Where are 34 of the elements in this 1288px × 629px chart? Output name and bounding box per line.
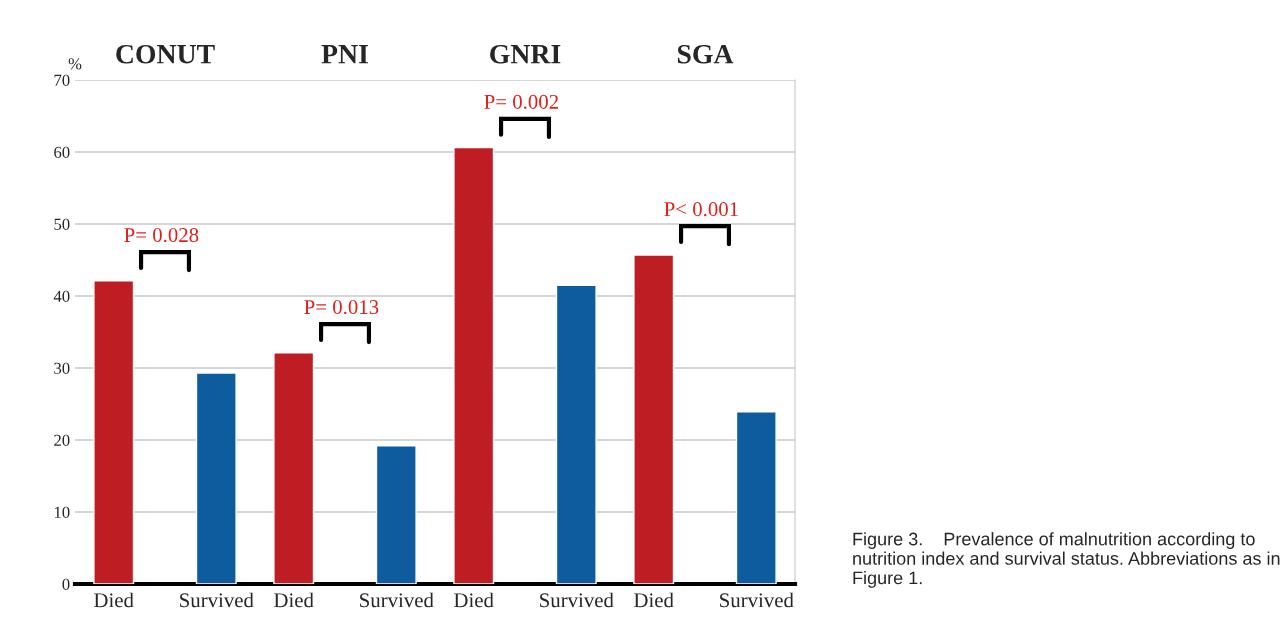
x-tick-label: GNRI [490, 44, 561, 64]
y-tick-label: 30 [54, 362, 70, 374]
y-tick-label: 20 [54, 434, 70, 446]
text: Survived [720, 592, 794, 608]
y-tick-label: 50 [54, 218, 70, 230]
x-tick-label: SGA [677, 44, 734, 64]
annotation: P= 0.002 [484, 94, 558, 109]
annotation: P< 0.001 [664, 202, 738, 217]
annotation: P= 0.013 [304, 300, 379, 315]
text: Survived [540, 592, 614, 608]
text: Died [634, 592, 674, 608]
x-tick-label: CONUT [116, 44, 215, 64]
text: Died [454, 592, 494, 608]
x-tick-label: PNI [321, 45, 368, 64]
bar [273, 352, 315, 584]
text: Survived [360, 592, 434, 608]
y-tick-label: 60 [54, 146, 70, 158]
series-label: Died [94, 592, 134, 608]
y-tick-label: 70 [54, 74, 70, 86]
caption: Figure 3. Prevalence of malnutrition according to nutrition index and survival status. Abbreviations as in Figure 1. [853, 532, 1280, 588]
y-axis-title: % [68, 58, 82, 70]
bar [375, 445, 417, 584]
y-tick-label: 10 [54, 506, 70, 518]
bar [93, 280, 135, 584]
series-label: Survived [180, 592, 254, 608]
bar [195, 372, 237, 584]
bar [453, 146, 495, 584]
annotation: P= 0.028 [124, 228, 199, 243]
bar [555, 284, 597, 584]
y-tick-label: 0 [62, 578, 70, 590]
bar [633, 254, 675, 584]
y-tick-label: 40 [53, 290, 70, 302]
bar [735, 411, 777, 584]
text: Died [274, 592, 314, 608]
